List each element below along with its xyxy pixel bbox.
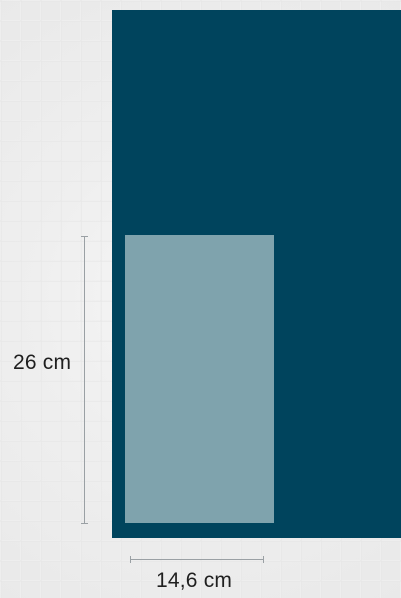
height-dimension-bottom-tick — [81, 523, 88, 524]
width-dimension-right-tick — [263, 556, 264, 563]
height-dimension-label: 26 cm — [13, 351, 72, 374]
light-panel — [125, 235, 274, 523]
width-dimension-line — [130, 559, 264, 560]
height-dimension-top-tick — [81, 236, 88, 237]
width-dimension-left-tick — [130, 556, 131, 563]
height-dimension-line — [84, 236, 85, 524]
width-dimension-label: 14,6 cm — [156, 569, 233, 592]
